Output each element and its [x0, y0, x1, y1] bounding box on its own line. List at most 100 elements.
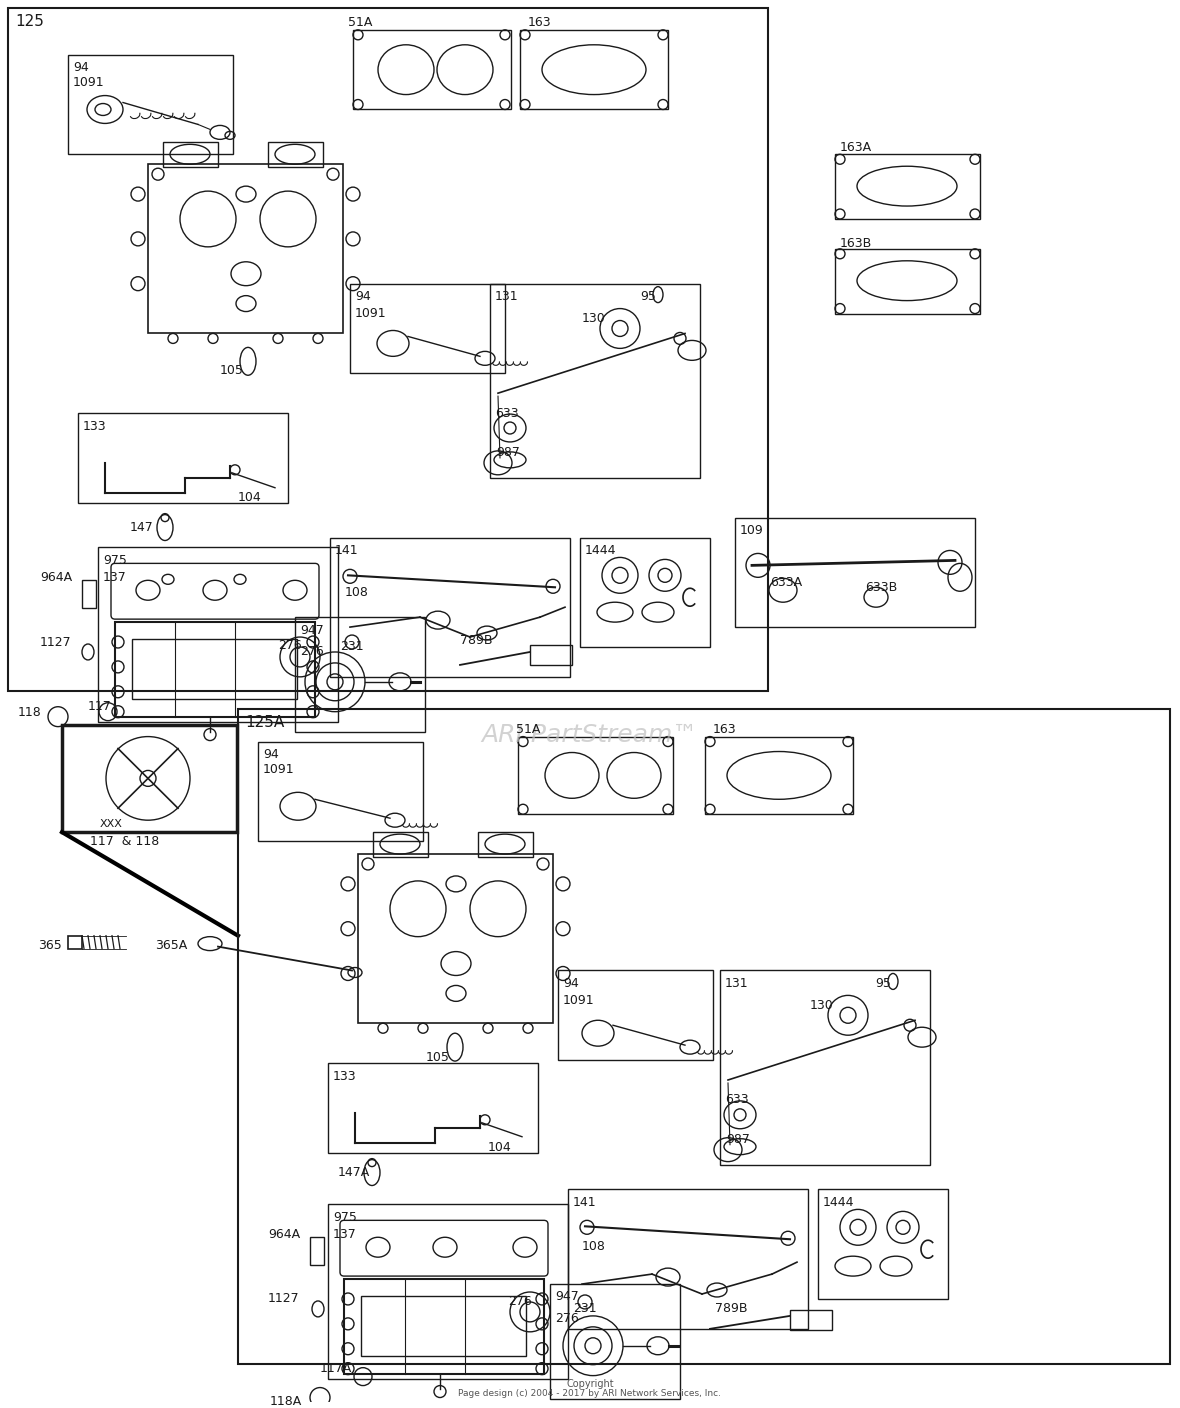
Bar [373, 832, 428, 857]
Text: 133: 133 [83, 420, 106, 432]
Text: 231: 231 [340, 641, 363, 653]
Bar [81, 580, 96, 608]
Text: 131: 131 [725, 977, 748, 990]
Bar [720, 970, 930, 1164]
Bar [518, 736, 673, 814]
Bar [558, 970, 713, 1060]
Bar [704, 736, 853, 814]
Bar [148, 165, 343, 334]
Bar [735, 518, 975, 627]
Bar [328, 1063, 538, 1153]
Bar [8, 8, 768, 691]
Text: 1127: 1127 [268, 1293, 300, 1305]
Text: 118: 118 [18, 707, 41, 719]
Text: 1091: 1091 [73, 76, 105, 89]
Text: 141: 141 [573, 1195, 597, 1209]
Text: 987: 987 [726, 1133, 749, 1146]
FancyBboxPatch shape [111, 563, 319, 620]
Text: 94: 94 [355, 290, 371, 303]
Text: 117: 117 [88, 700, 112, 714]
Bar [550, 1284, 680, 1398]
Bar [530, 645, 572, 665]
Text: 117  & 118: 117 & 118 [90, 835, 159, 848]
Text: 94: 94 [263, 748, 278, 760]
Text: 163A: 163A [840, 141, 872, 153]
Text: 975: 975 [333, 1211, 356, 1224]
Text: 633B: 633B [865, 580, 897, 594]
Text: 365: 365 [38, 939, 61, 952]
FancyBboxPatch shape [340, 1221, 548, 1276]
Bar [361, 1295, 526, 1356]
Text: 95: 95 [876, 977, 891, 990]
Bar [330, 538, 570, 677]
Bar [310, 1238, 325, 1266]
Text: 163B: 163B [840, 238, 872, 251]
Bar [268, 142, 323, 168]
Text: 125: 125 [15, 14, 44, 30]
Text: 105: 105 [219, 363, 244, 377]
Text: 163: 163 [713, 724, 736, 736]
Text: Page design (c) 2004 - 2017 by ARI Network Services, Inc.: Page design (c) 2004 - 2017 by ARI Netwo… [459, 1390, 721, 1398]
Bar [328, 1204, 568, 1378]
Text: 1127: 1127 [40, 635, 72, 649]
Bar [568, 1190, 808, 1329]
Bar [835, 249, 981, 314]
Text: 987: 987 [496, 446, 520, 459]
Bar [350, 283, 505, 373]
Text: 964A: 964A [268, 1228, 300, 1240]
Bar [789, 1309, 832, 1329]
Text: 276: 276 [509, 1295, 532, 1308]
Bar [98, 548, 337, 722]
Text: 141: 141 [335, 543, 359, 558]
Text: 789B: 789B [715, 1302, 747, 1315]
Text: 276: 276 [300, 645, 323, 659]
Bar [68, 936, 81, 949]
Text: 1444: 1444 [585, 543, 616, 558]
Text: 130: 130 [582, 313, 605, 325]
Text: 125A: 125A [245, 715, 284, 731]
Text: 104: 104 [489, 1140, 512, 1155]
Bar [163, 142, 218, 168]
Text: 105: 105 [426, 1050, 450, 1063]
Text: 365A: 365A [155, 939, 188, 952]
Text: 147A: 147A [337, 1166, 371, 1178]
Text: 118A: 118A [270, 1395, 302, 1408]
Text: 137: 137 [103, 570, 126, 584]
Text: 1091: 1091 [355, 307, 387, 320]
Bar [818, 1190, 948, 1300]
Text: 1091: 1091 [563, 994, 595, 1007]
Bar [353, 30, 511, 110]
Text: 633A: 633A [771, 576, 802, 589]
Bar [520, 30, 668, 110]
Text: 231: 231 [573, 1302, 597, 1315]
Text: 131: 131 [494, 290, 519, 303]
Text: 108: 108 [582, 1239, 605, 1253]
Text: 51A: 51A [348, 17, 373, 30]
Text: 95: 95 [640, 290, 656, 303]
Bar [295, 617, 425, 732]
Text: 276: 276 [278, 638, 302, 652]
Text: 147: 147 [130, 521, 153, 534]
Text: 94: 94 [563, 977, 578, 990]
Bar [581, 538, 710, 648]
Bar [63, 725, 237, 832]
Bar [358, 855, 553, 1024]
Text: 104: 104 [238, 491, 262, 504]
Bar [68, 55, 232, 155]
Bar [78, 413, 288, 503]
Text: 1091: 1091 [263, 763, 295, 776]
Bar [258, 742, 422, 841]
Bar [132, 639, 297, 698]
Text: 133: 133 [333, 1070, 356, 1083]
Bar [478, 832, 533, 857]
Bar [835, 155, 981, 220]
Bar [114, 622, 315, 717]
Text: 975: 975 [103, 553, 127, 567]
Text: 964A: 964A [40, 570, 72, 584]
Text: 109: 109 [740, 524, 763, 536]
Text: 117A: 117A [320, 1362, 353, 1376]
Bar [345, 1278, 544, 1374]
Text: 633: 633 [494, 407, 519, 420]
Text: XXX: XXX [100, 819, 123, 829]
Text: 94: 94 [73, 61, 88, 75]
